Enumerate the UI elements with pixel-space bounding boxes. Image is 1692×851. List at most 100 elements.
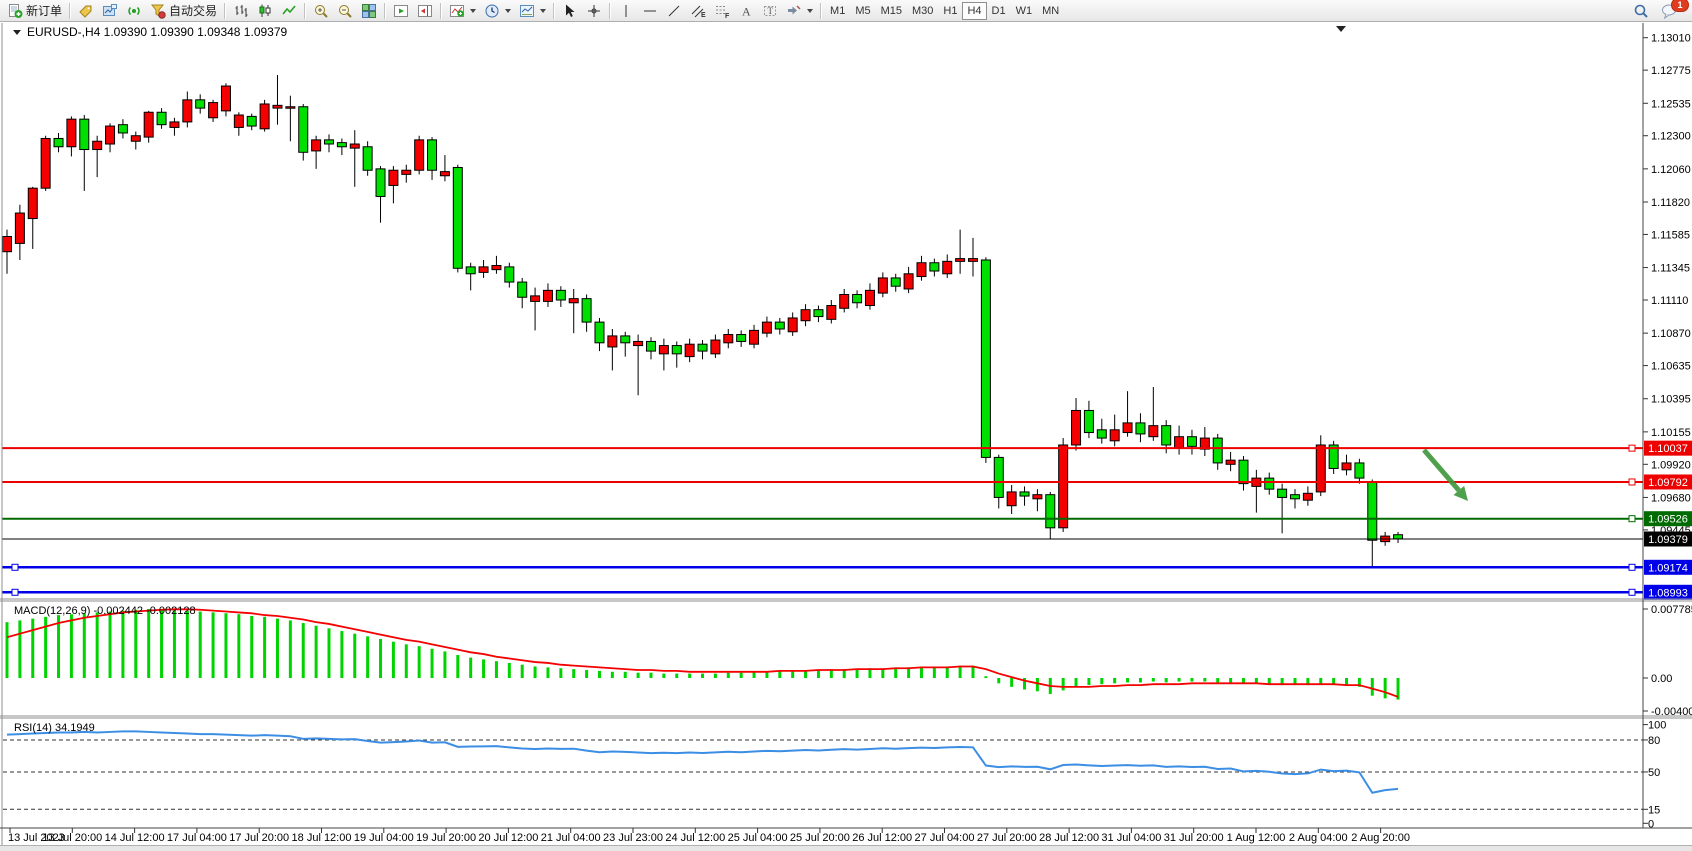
clock-icon [484,3,500,19]
dropdown-caret-icon [470,8,477,13]
price-axis-label: 1.10155 [1651,427,1691,439]
svg-text:1.09526: 1.09526 [1648,514,1688,526]
timeframe-W1[interactable]: W1 [1011,2,1038,20]
crosshair-button[interactable] [582,1,606,21]
profiles-button[interactable] [74,1,98,21]
dropdown-caret-icon [807,8,814,13]
templates-button[interactable] [515,1,550,21]
auto-scroll-button[interactable] [389,1,413,21]
fibonacci-tool-button[interactable]: F [710,1,734,21]
line-handle[interactable] [1628,563,1636,571]
periods-button[interactable] [480,1,515,21]
timeframe-H4[interactable]: H4 [962,1,987,20]
timeframe-M1[interactable]: M1 [825,2,850,20]
search-icon [1633,3,1649,19]
time-axis-label: 21 Jul 04:00 [541,832,601,844]
candle-body [671,345,682,355]
timeframe-M15[interactable]: M15 [876,2,907,20]
timeframe-D1[interactable]: D1 [987,2,1011,20]
candle-body [246,115,257,127]
line-handle[interactable] [11,588,19,596]
candle-body [852,293,863,304]
charts-button[interactable] [98,1,122,21]
zoom-in-icon [313,3,329,19]
chart-shift-icon [417,3,433,19]
indicators-button[interactable] [445,1,480,21]
timeframe-M5[interactable]: M5 [850,2,875,20]
candle-body [1135,422,1146,435]
zoom-out-icon [337,3,353,19]
timeframe-M30[interactable]: M30 [907,2,938,20]
price-axis-label: 1.12300 [1651,131,1691,143]
bar-chart-button[interactable] [229,1,253,21]
annotation-arrow[interactable] [1422,448,1468,501]
candle-body [79,118,90,151]
timeframe-MN[interactable]: MN [1037,2,1064,20]
macd-axis-label: -0.004009 [1651,706,1692,718]
zoom-in-button[interactable] [309,1,333,21]
time-axis-label: 20 Jul 12:00 [478,832,538,844]
line-handle[interactable] [1628,588,1636,596]
toolbar-separator [221,2,229,20]
autotrading-button[interactable]: 自动交易 [146,1,221,21]
price-axis-label: 1.11820 [1651,197,1690,209]
candle-body [156,111,167,126]
candle-body [1290,494,1300,500]
vertical-line-tool-button[interactable] [614,1,638,21]
candle-body [2,236,12,253]
candle-body [774,321,785,330]
line-handle[interactable] [1628,444,1636,452]
candle-body [285,106,296,109]
new-order-button[interactable]: 新订单 [3,1,66,21]
line-handle[interactable] [1628,478,1636,486]
symbol-collapse-icon[interactable] [13,30,21,35]
candlestick-chart-button[interactable] [253,1,277,21]
chart-canvas[interactable]: 1.13010 1.12775 1.12535 1.12300 1.12060 1.118… [0,22,1692,851]
candle-body [40,137,51,189]
candle-body [1096,429,1107,439]
search-button[interactable] [1629,1,1653,21]
candle-body [787,317,798,333]
time-axis-label: 25 Jul 04:00 [728,832,788,844]
line-handle[interactable] [1628,515,1636,523]
chart-shift-marker-icon[interactable] [1336,26,1346,32]
text-tool-button[interactable]: A [734,1,758,21]
fibonacci-icon: F [714,3,730,19]
navigator-button[interactable] [122,1,146,21]
line-chart-button[interactable] [277,1,301,21]
candle-body [697,343,708,352]
candle-body [1186,436,1197,447]
channel-tool-button[interactable]: E [686,1,710,21]
price-axis-label: 1.12535 [1651,98,1691,110]
candle-body [143,111,154,138]
candle-body [220,85,231,112]
candle-body [1225,459,1236,465]
chart-shift-button[interactable] [413,1,437,21]
shapes-tool-button[interactable] [782,1,817,21]
candle-body [813,309,824,318]
candle-body [92,140,103,151]
timeframe-H1[interactable]: H1 [938,2,962,20]
candle-body [1032,494,1043,500]
zoom-out-button[interactable] [333,1,357,21]
time-axis-label: 17 Jul 04:00 [167,832,227,844]
text-tool-icon: A [738,3,754,19]
candle-body [929,262,940,272]
trendline-tool-button[interactable] [662,1,686,21]
candle-body [607,335,618,348]
price-level-badge: 1.08993 [1644,584,1692,600]
candle-body [27,187,38,220]
candle-body [465,266,476,275]
candle-body [633,340,644,347]
horizontal-line-tool-button[interactable] [638,1,662,21]
price-axis-label: 1.12060 [1651,164,1691,176]
label-tool-button[interactable]: T [758,1,782,21]
candlestick-series [2,74,1404,568]
candle-body [736,334,747,342]
price-axis-label: 1.13010 [1651,33,1691,45]
candle-body [1238,459,1249,485]
line-handle[interactable] [11,563,19,571]
tile-windows-button[interactable] [357,1,381,21]
notification-badge: 1 [1671,0,1689,12]
cursor-button[interactable] [558,1,582,21]
